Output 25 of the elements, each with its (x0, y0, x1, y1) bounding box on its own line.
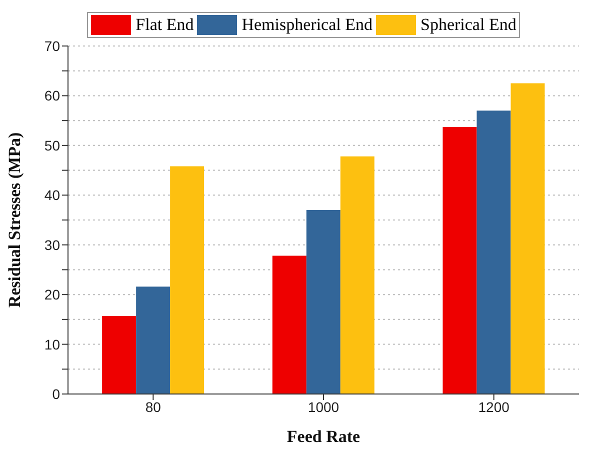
x-tick-label: 1000 (308, 398, 340, 415)
legend-label: Spherical End (420, 15, 516, 35)
y-axis-title: Residual Stresses (MPa) (5, 132, 24, 308)
x-tick-label: 80 (145, 398, 162, 415)
legend-label: Hemispherical End (242, 15, 372, 35)
y-tick-label: 10 (44, 336, 60, 352)
y-tick-label: 30 (44, 236, 60, 253)
y-tick-label: 50 (44, 137, 60, 154)
y-tick-label: 0 (52, 386, 60, 402)
bar (272, 256, 306, 394)
y-tick-label: 40 (44, 187, 60, 204)
bar (306, 210, 340, 394)
x-axis-title: Feed Rate (286, 427, 361, 446)
bar (136, 286, 170, 394)
bar (476, 110, 511, 394)
bar (510, 83, 545, 394)
x-tick-label: 1200 (478, 398, 510, 415)
bar (102, 316, 136, 394)
bar (170, 166, 204, 394)
bar (340, 156, 374, 394)
legend-label: Flat End (136, 15, 194, 35)
y-tick-label: 70 (44, 38, 60, 54)
bar (442, 127, 477, 394)
y-tick-label: 60 (44, 88, 60, 104)
y-tick-label: 20 (44, 286, 60, 303)
